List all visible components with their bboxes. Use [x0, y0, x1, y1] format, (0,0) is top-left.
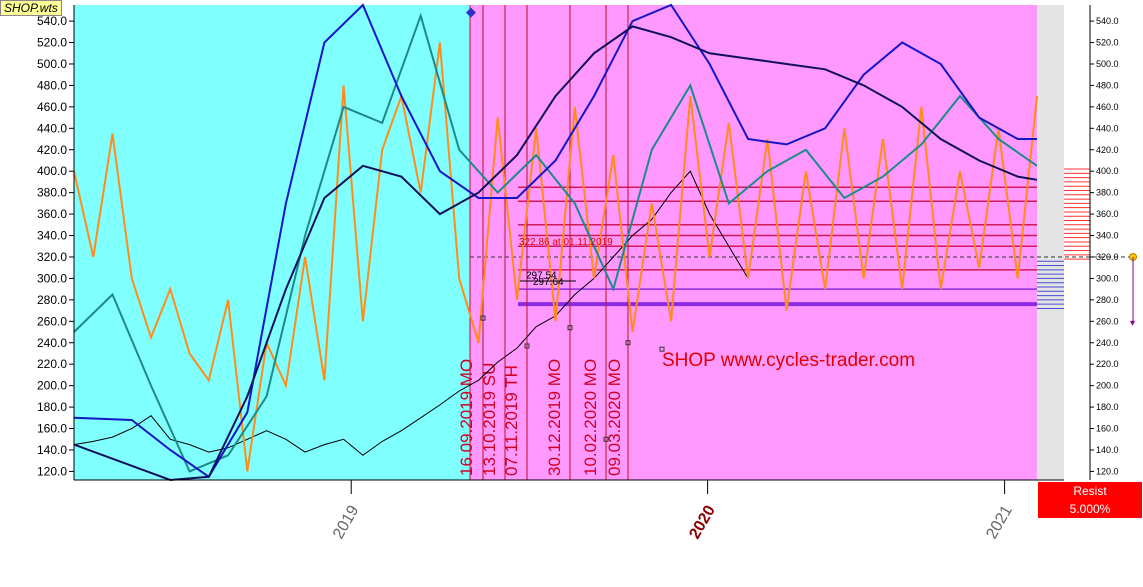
series-group	[73, 3, 1038, 482]
left-tick-label: 360.0	[37, 207, 67, 221]
right-tick-label: 260.0	[1096, 316, 1119, 326]
navy_cycle-line	[73, 25, 1038, 482]
cycle-date-lines: 16.09.2019 MO 13.10.2019 SU 07.11.2019 TH 3…	[457, 5, 629, 480]
left-tick-label: 260.0	[37, 314, 67, 328]
resist-box: Resist 5.000%	[1038, 482, 1142, 518]
right-tick-label: 160.0	[1096, 424, 1119, 434]
pivot-marker	[480, 315, 486, 321]
level-b-label: 297.64	[533, 277, 564, 288]
x-axis-label-2021: 2021	[983, 503, 1016, 542]
watermark-text: SHOP www.cycles-trader.com	[662, 350, 915, 371]
left-tick-label: 140.0	[37, 443, 67, 457]
right-tick-label: 540.0	[1096, 16, 1119, 26]
right-tick-label: 400.0	[1096, 166, 1119, 176]
left-tick-label: 120.0	[37, 464, 67, 478]
right-tick-label: 180.0	[1096, 402, 1119, 412]
left-tick-label: 540.0	[37, 14, 67, 28]
x-axis: 2019 2020 2021	[330, 480, 1016, 542]
right-tick-label: 460.0	[1096, 102, 1119, 112]
resist-label: Resist	[1073, 484, 1107, 498]
left-tick-label: 460.0	[37, 100, 67, 114]
left-tick-label: 300.0	[37, 271, 67, 285]
price-line	[73, 170, 749, 456]
left-tick-label: 520.0	[37, 36, 67, 50]
cycle-date-label-0: 16.09.2019 MO	[457, 359, 476, 476]
cycle-date-label-5: 09.03.2020 MO	[605, 359, 624, 476]
left-tick-label: 200.0	[37, 379, 67, 393]
x-axis-label-2019: 2019	[330, 503, 363, 542]
left-tick-label: 420.0	[37, 143, 67, 157]
right-tick-label: 440.0	[1096, 123, 1119, 133]
left-tick-label: 380.0	[37, 186, 67, 200]
right-tick-label: 380.0	[1096, 188, 1119, 198]
level-a-label: 297.54	[526, 270, 557, 281]
left-tick-label: 220.0	[37, 357, 67, 371]
left-tick-label: 500.0	[37, 57, 67, 71]
pivot-marker	[524, 343, 530, 349]
pivot-marker	[567, 325, 573, 331]
resist-value: 5.000%	[1069, 502, 1111, 516]
right-tick-label: 420.0	[1096, 145, 1119, 155]
x-axis-label-2020: 2020	[686, 503, 719, 542]
cycle-date-label-4: 10.02.2020 MO	[581, 359, 600, 476]
right-tick-label: 120.0	[1096, 466, 1119, 476]
cycle-date-label-3: 30.12.2019 MO	[545, 359, 564, 476]
left-tick-label: 240.0	[37, 336, 67, 350]
left-tick-label: 400.0	[37, 164, 67, 178]
right-tick-label: 520.0	[1096, 38, 1119, 48]
right-tick-label: 240.0	[1096, 338, 1119, 348]
right-tick-label: 200.0	[1096, 381, 1119, 391]
right-tick-label: 220.0	[1096, 359, 1119, 369]
orange_cycle-line	[73, 42, 1038, 472]
right-tick-label: 340.0	[1096, 231, 1119, 241]
left-axis: 120.0 140.0 160.0 180.0 200.0 220.0 240.0 260.0…	[37, 14, 74, 478]
cycle-date-label-1: 13.10.2019 SU	[480, 363, 499, 476]
right-tick-label: 300.0	[1096, 273, 1119, 283]
gray-margin-region	[1037, 5, 1064, 480]
left-tick-label: 180.0	[37, 400, 67, 414]
right-tick-label: 320.0	[1096, 252, 1119, 262]
pivot-marker	[603, 436, 609, 442]
left-tick-label: 280.0	[37, 293, 67, 307]
left-tick-label: 340.0	[37, 229, 67, 243]
right-tick-label: 480.0	[1096, 80, 1119, 90]
diamond-marker-icon: ◆	[466, 4, 476, 19]
pivot-marker	[659, 346, 665, 352]
left-tick-label: 480.0	[37, 78, 67, 92]
cyan-past-region	[74, 5, 470, 480]
left-tick-label: 160.0	[37, 422, 67, 436]
left-tick-label: 320.0	[37, 250, 67, 264]
right-axis: 120.0 140.0 160.0 180.0 200.0 220.0 240.0 260.0…	[1089, 5, 1137, 480]
pivot-marker	[625, 340, 631, 346]
right-tick-label: 500.0	[1096, 59, 1119, 69]
left-tick-label: 440.0	[37, 121, 67, 135]
right-tick-label: 280.0	[1096, 295, 1119, 305]
ticker-label: SHOP.wts	[0, 0, 62, 16]
right-tick-label: 360.0	[1096, 209, 1119, 219]
right-tick-label: 140.0	[1096, 445, 1119, 455]
projection-arrowhead: ▾	[1130, 318, 1135, 329]
high-annotation: 322.86 at 01.11.2019	[519, 237, 613, 248]
cycle-date-label-2: 07.11.2019 TH	[502, 365, 521, 476]
teal_cycle-line	[73, 12, 1038, 473]
